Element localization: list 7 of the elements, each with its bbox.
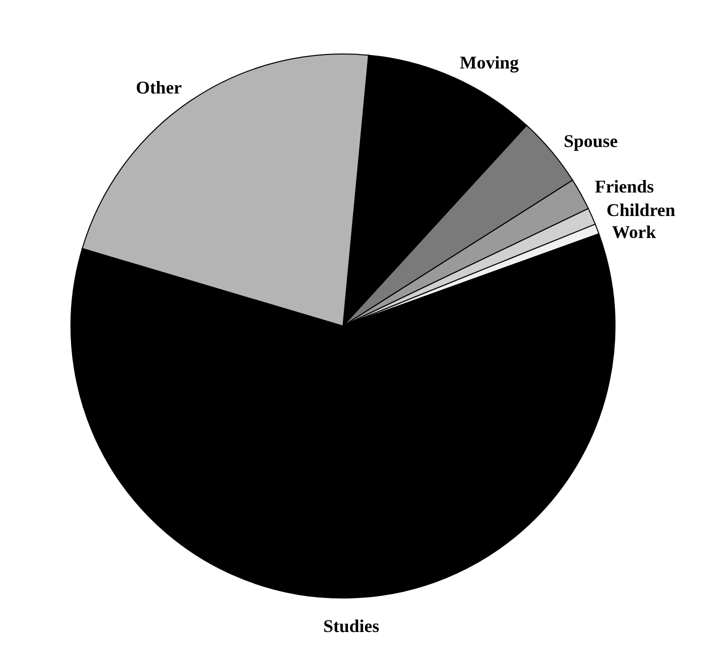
slice-label: Moving [460, 52, 519, 73]
slice-label: Other [136, 77, 182, 98]
slice-label: Studies [323, 616, 380, 636]
slice-label: Friends [594, 176, 654, 196]
slice-label: Children [606, 200, 676, 220]
slice-label: Work [612, 222, 656, 242]
slice-label: Spouse [564, 130, 618, 151]
